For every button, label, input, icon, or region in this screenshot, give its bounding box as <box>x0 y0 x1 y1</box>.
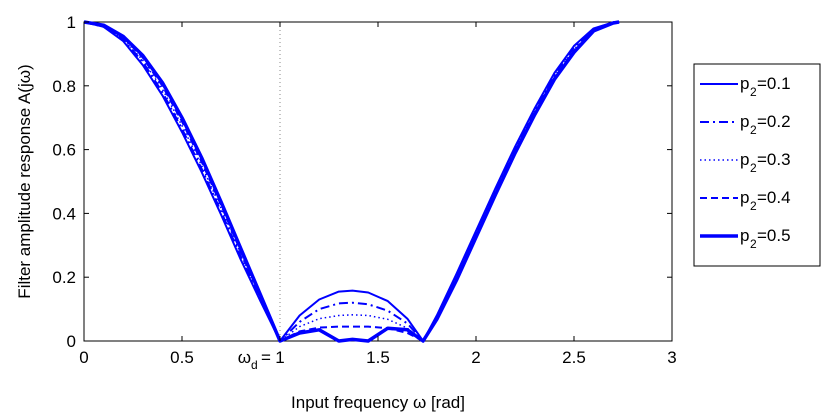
legend-label-main: p <box>740 150 749 169</box>
y-tick-label: 0 <box>67 332 76 351</box>
series-line-2 <box>83 21 620 342</box>
y-tick-label: 0.4 <box>52 204 76 223</box>
legend-label-value: =0.4 <box>757 188 791 207</box>
x-tick-label: 0 <box>79 348 88 367</box>
legend-label-value: =0.2 <box>757 112 791 131</box>
legend: p 2 =0.1p 2 =0.2p 2 =0.3p 2 =0.4p 2 =0.5 <box>693 63 821 267</box>
legend-label-main: p <box>740 74 749 93</box>
legend-label-sub: 2 <box>750 123 757 137</box>
x-tick-label: 1.5 <box>366 348 390 367</box>
legend-label-value: =0.5 <box>757 226 791 245</box>
tick-layer: 0 0.5 1 1.5 2 2.5 3 0 0.2 0.4 0.6 0.8 1 <box>52 13 676 367</box>
legend-box <box>693 63 821 267</box>
omega-d-symbol: ω <box>238 348 251 367</box>
legend-label-sub: 2 <box>750 85 757 99</box>
series-layer <box>83 20 620 343</box>
y-tick-label: 0.2 <box>52 268 76 287</box>
legend-item: p 2 =0.2 <box>700 112 791 137</box>
x-tick-label: 0.5 <box>170 348 194 367</box>
legend-label-sub: 2 <box>750 199 757 213</box>
omega-d-equals: = <box>261 348 271 367</box>
legend-label-main: p <box>740 226 749 245</box>
plot-area <box>83 21 673 342</box>
legend-item: p 2 =0.3 <box>700 150 791 175</box>
legend-label-main: p <box>740 188 749 207</box>
legend-label-value: =0.1 <box>757 74 791 93</box>
legend-item: p 2 =0.5 <box>700 226 791 251</box>
legend-label-sub: 2 <box>750 237 757 251</box>
legend-item: p 2 =0.4 <box>700 188 791 213</box>
legend-label-sub: 2 <box>750 161 757 175</box>
y-axis-label: Filter amplitude response A(jω) <box>15 64 34 298</box>
omega-d-annotation: ω d = <box>238 348 271 372</box>
y-tick-label: 0.6 <box>52 141 76 160</box>
legend-label-main: p <box>740 112 749 131</box>
x-tick-label: 2.5 <box>562 348 586 367</box>
x-tick-label: 3 <box>667 348 676 367</box>
series-line-5 <box>83 20 620 343</box>
legend-label-value: =0.3 <box>757 150 791 169</box>
y-tick-label: 0.8 <box>52 77 76 96</box>
x-tick-label: 1 <box>275 348 284 367</box>
legend-item: p 2 =0.1 <box>700 74 791 99</box>
y-tick-label: 1 <box>67 13 76 32</box>
omega-d-subscript: d <box>251 358 258 372</box>
x-tick-label: 2 <box>471 348 480 367</box>
x-axis-label: Input frequency ω [rad] <box>291 393 465 412</box>
